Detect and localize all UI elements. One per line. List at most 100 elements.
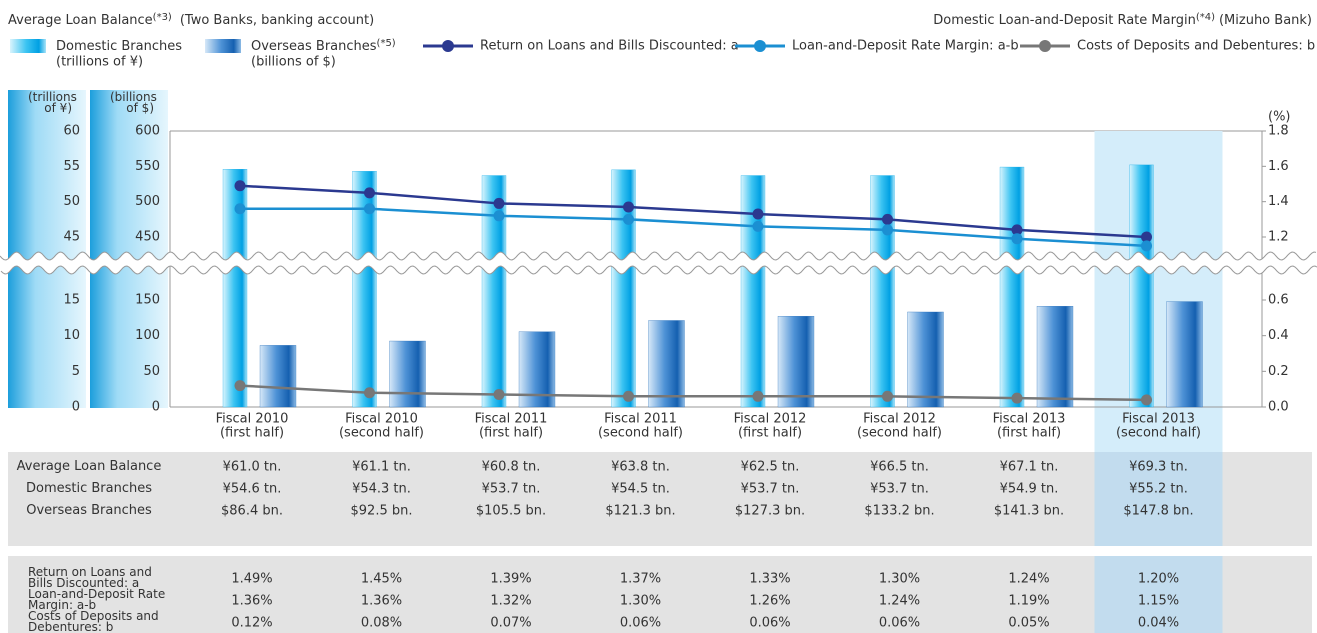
- table-cell: ¥55.2 tn.: [1129, 482, 1188, 497]
- table-cell: 1.26%: [749, 594, 790, 609]
- legend-swatch: [10, 39, 46, 53]
- axis-panel: [8, 90, 86, 408]
- legend-label: Loan-and-Deposit Rate Margin: a-b: [792, 39, 1019, 54]
- highlight-column: [1094, 131, 1223, 452]
- table-cell: ¥62.5 tn.: [741, 460, 800, 475]
- y-tick-label: 60: [63, 124, 80, 139]
- point: [364, 387, 375, 399]
- point: [1011, 224, 1023, 236]
- x-tick-label: Fiscal 2013: [1122, 412, 1195, 427]
- table-cell: 0.06%: [620, 616, 661, 631]
- table-cell: 1.19%: [1008, 594, 1049, 609]
- table-cell: ¥54.3 tn.: [352, 482, 411, 497]
- table-cell: ¥54.5 tn.: [611, 482, 670, 497]
- point: [623, 213, 634, 225]
- point: [1141, 240, 1152, 252]
- table-cell: 1.15%: [1138, 594, 1179, 609]
- point: [364, 203, 375, 215]
- table-cell: ¥61.0 tn.: [223, 460, 282, 475]
- point: [234, 203, 246, 215]
- x-tick-label: (first half): [479, 426, 543, 441]
- x-tick-label: Fiscal 2011: [604, 412, 677, 427]
- title-note: (*3): [153, 12, 172, 23]
- table-cell: 0.07%: [490, 616, 531, 631]
- row-label: Average Loan Balance: [16, 459, 162, 474]
- row-label: Overseas Branches: [26, 503, 152, 518]
- table-cell: 1.24%: [1008, 572, 1049, 587]
- y-tick-label: 0: [72, 400, 80, 415]
- x-tick-label: (first half): [997, 426, 1061, 441]
- legend-label: Overseas Branches(*5): [251, 38, 396, 54]
- table-cell: 1.33%: [749, 572, 790, 587]
- legend-name: Overseas Branches: [251, 39, 377, 54]
- y3-tick-label: 50: [143, 364, 160, 379]
- y2-tick-label: 0.2: [1268, 364, 1289, 379]
- table-cell: 0.04%: [1138, 616, 1179, 631]
- table-cell: $121.3 bn.: [605, 504, 675, 519]
- bar: [999, 166, 1025, 408]
- bar: [259, 345, 297, 408]
- legend-marker: [1039, 40, 1051, 52]
- table-cell: ¥69.3 tn.: [1129, 460, 1188, 475]
- legend-swatch: [205, 39, 241, 53]
- bar: [389, 340, 426, 408]
- y3-tick-label: 500: [135, 194, 160, 209]
- line: [240, 207, 1147, 248]
- table-cell: ¥60.8 tn.: [482, 460, 541, 475]
- point: [882, 213, 893, 225]
- x-tick-label: Fiscal 2011: [475, 412, 548, 427]
- table-cell: 0.12%: [231, 616, 272, 631]
- row-label: Domestic Branches: [25, 481, 152, 496]
- point: [752, 220, 764, 232]
- table-cell: 0.05%: [1008, 616, 1049, 631]
- x-tick-label: (second half): [598, 426, 683, 441]
- point: [234, 380, 246, 392]
- y2-tick-label: 0.6: [1268, 293, 1289, 308]
- table-cell: $127.3 bn.: [735, 504, 805, 519]
- highlight-column: [1094, 556, 1223, 633]
- axis-break: [0, 251, 1317, 261]
- point: [1141, 231, 1152, 243]
- legend-name: Domestic Branches: [56, 39, 182, 54]
- y-tick-label: 50: [63, 194, 80, 209]
- legend-marker: [754, 40, 766, 52]
- point: [882, 390, 893, 402]
- table-cell: $141.3 bn.: [994, 504, 1064, 519]
- axis-panel: [90, 90, 168, 408]
- y3-tick-label: 150: [135, 293, 160, 308]
- table-cell: ¥53.7 tn.: [741, 482, 800, 497]
- table-cell: 1.36%: [361, 594, 402, 609]
- table-cell: ¥53.7 tn.: [482, 482, 541, 497]
- x-tick-label: Fiscal 2012: [863, 412, 936, 427]
- title-text: Average Loan Balance: [8, 13, 153, 28]
- x-tick-label: (first half): [220, 426, 284, 441]
- right-subtitle: (Mizuho Bank): [1219, 13, 1312, 28]
- legend-marker: [442, 40, 454, 52]
- legend-label: Domestic Branches: [56, 39, 182, 54]
- y-tick-label: 45: [63, 230, 80, 245]
- y2-tick-label: 0.0: [1268, 400, 1289, 415]
- table-cell: 1.30%: [879, 572, 920, 587]
- row-label: Costs of Deposits and Debentures: b: [28, 609, 159, 633]
- x-tick-label: (first half): [738, 426, 802, 441]
- y3-tick-label: 100: [135, 328, 160, 343]
- bar: [1036, 306, 1074, 408]
- point: [752, 390, 764, 402]
- title: Average Loan Balance(*3) (Two Banks, bank…: [8, 12, 374, 28]
- bar: [777, 316, 815, 408]
- table-cell: ¥61.1 tn.: [352, 460, 411, 475]
- table-cell: $86.4 bn.: [221, 504, 283, 519]
- axis-break: [0, 265, 1317, 275]
- y3-tick-label: 0: [152, 400, 160, 415]
- x-tick-label: Fiscal 2010: [345, 412, 418, 427]
- bar: [1166, 301, 1203, 408]
- point: [623, 390, 634, 402]
- table-cell: 1.24%: [879, 594, 920, 609]
- y2-tick-label: 0.4: [1268, 328, 1289, 343]
- table-cell: 1.49%: [231, 572, 272, 587]
- bar: [870, 175, 895, 408]
- table-cell: 0.06%: [749, 616, 790, 631]
- point: [752, 208, 764, 220]
